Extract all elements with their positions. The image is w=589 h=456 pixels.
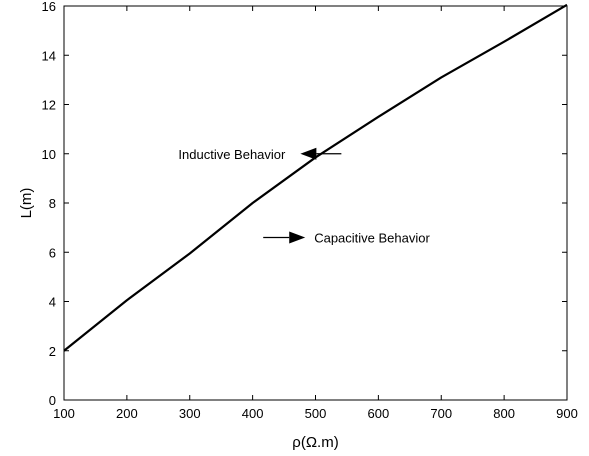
y-tick-label: 4 — [49, 295, 56, 310]
plot-frame — [63, 5, 568, 401]
annotation-label: Capacitive Behavior — [314, 230, 430, 245]
y-tick-label: 2 — [49, 344, 56, 359]
x-axis-ticks: 100 200 300 400 500 600 700 800 900 — [53, 6, 578, 421]
x-tick-label: 500 — [305, 406, 327, 421]
y-axis-title: L(m) — [18, 188, 35, 219]
series-line — [63, 3, 568, 352]
y-axis-ticks: 0 2 4 6 8 10 12 14 16 — [42, 0, 567, 408]
y-tick-label: 12 — [42, 98, 56, 113]
y-tick-label: 14 — [42, 48, 56, 63]
annotations: Inductive Behavior Capacitive Behavior — [178, 147, 430, 246]
annotation-label: Inductive Behavior — [178, 147, 286, 162]
x-tick-label: 200 — [116, 406, 138, 421]
x-tick-label: 600 — [368, 406, 390, 421]
x-tick-label: 100 — [53, 406, 75, 421]
y-tick-label: 10 — [42, 147, 56, 162]
annotation-inductive: Inductive Behavior — [178, 147, 342, 162]
y-tick-label: 6 — [49, 245, 56, 260]
arrow-left-icon — [300, 147, 317, 160]
x-tick-label: 300 — [179, 406, 201, 421]
y-tick-label: 0 — [49, 393, 56, 408]
y-tick-label: 16 — [42, 0, 56, 14]
annotation-capacitive: Capacitive Behavior — [263, 230, 430, 245]
x-tick-label: 700 — [430, 406, 452, 421]
x-axis-title: ρ(Ω.m) — [292, 434, 338, 451]
arrow-right-icon — [289, 231, 306, 244]
y-tick-label: 8 — [49, 196, 56, 211]
x-tick-label: 900 — [556, 406, 578, 421]
x-tick-label: 400 — [242, 406, 264, 421]
x-tick-label: 800 — [493, 406, 515, 421]
